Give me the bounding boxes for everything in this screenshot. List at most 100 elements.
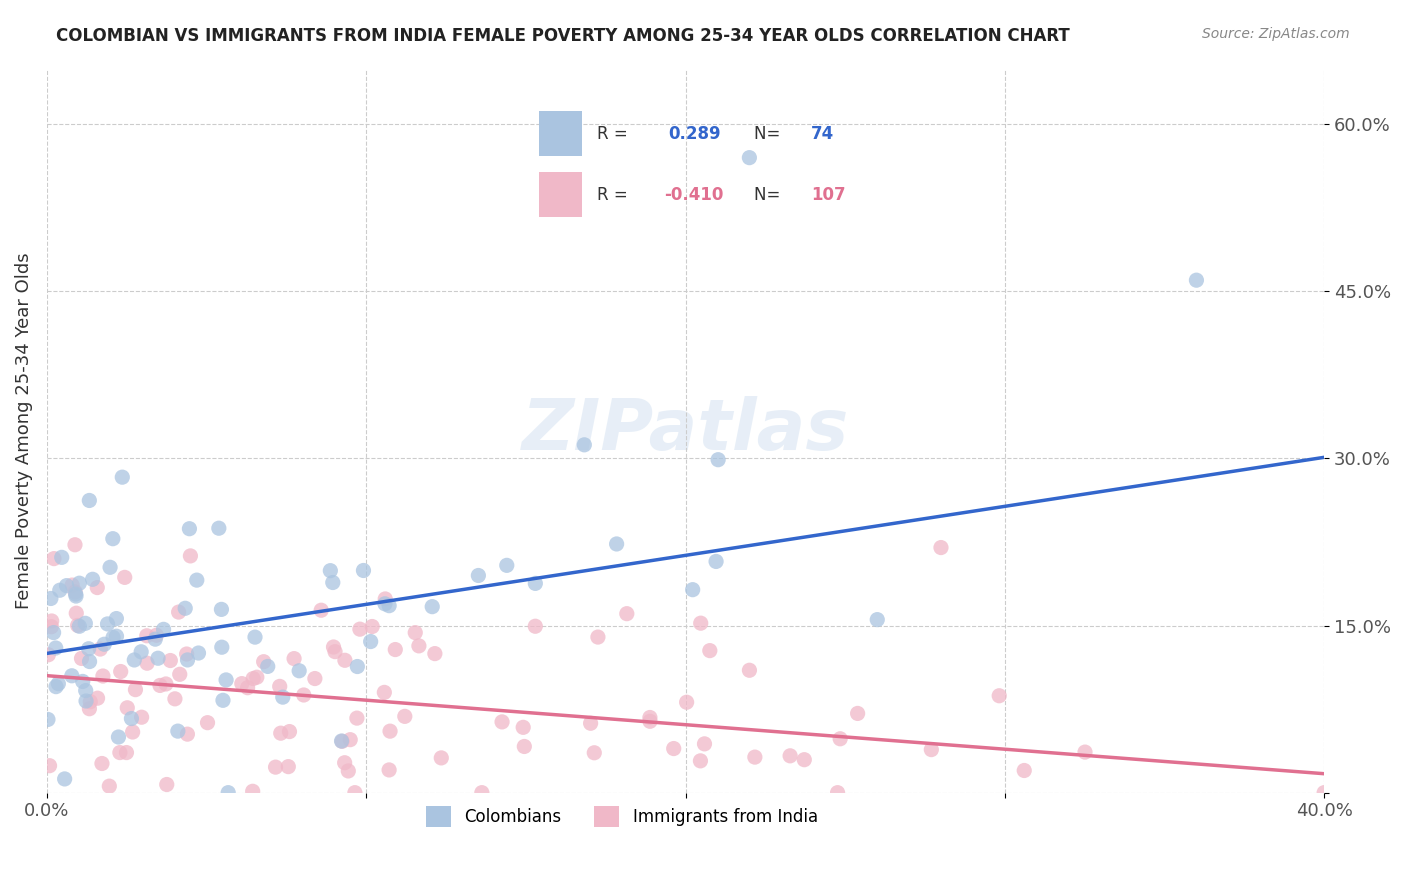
- Immigrants from India: [343, 786, 366, 800]
- Colombians: [374, 597, 396, 611]
- Colombians: [179, 522, 201, 536]
- Colombians: [1185, 273, 1208, 287]
- Immigrants from India: [333, 756, 356, 770]
- Immigrants from India: [638, 710, 661, 724]
- Colombians: [120, 712, 142, 726]
- Immigrants from India: [246, 670, 269, 684]
- Colombians: [75, 694, 97, 708]
- Colombians: [187, 646, 209, 660]
- Colombians: [77, 641, 100, 656]
- Immigrants from India: [374, 591, 396, 606]
- Colombians: [51, 550, 73, 565]
- Colombians: [143, 632, 166, 647]
- Colombians: [75, 683, 97, 698]
- Immigrants from India: [86, 691, 108, 706]
- Immigrants from India: [638, 714, 661, 729]
- Colombians: [330, 734, 353, 748]
- Immigrants from India: [242, 672, 264, 686]
- Colombians: [101, 631, 124, 645]
- Colombians: [256, 659, 278, 673]
- Colombians: [39, 591, 62, 606]
- Colombians: [215, 673, 238, 687]
- Immigrants from India: [423, 647, 446, 661]
- Immigrants from India: [79, 702, 101, 716]
- Immigrants from India: [41, 614, 63, 628]
- Immigrants from India: [404, 625, 426, 640]
- Immigrants from India: [98, 779, 121, 793]
- Immigrants from India: [65, 606, 87, 620]
- Immigrants from India: [79, 695, 101, 709]
- Colombians: [107, 730, 129, 744]
- Immigrants from India: [846, 706, 869, 721]
- Colombians: [111, 470, 134, 484]
- Immigrants from India: [512, 720, 534, 734]
- Colombians: [467, 568, 489, 582]
- Immigrants from India: [738, 663, 761, 677]
- Colombians: [101, 532, 124, 546]
- Colombians: [79, 493, 101, 508]
- Immigrants from India: [270, 726, 292, 740]
- Immigrants from India: [167, 605, 190, 619]
- Immigrants from India: [283, 651, 305, 665]
- Immigrants from India: [42, 551, 65, 566]
- Immigrants from India: [41, 620, 63, 634]
- Immigrants from India: [179, 549, 201, 563]
- Immigrants from India: [264, 760, 287, 774]
- Colombians: [186, 573, 208, 587]
- Immigrants from India: [693, 737, 716, 751]
- Immigrants from India: [339, 732, 361, 747]
- Colombians: [82, 572, 104, 586]
- Immigrants from India: [513, 739, 536, 754]
- Immigrants from India: [471, 786, 494, 800]
- Colombians: [75, 616, 97, 631]
- Colombians: [495, 558, 517, 573]
- Immigrants from India: [91, 756, 114, 771]
- Colombians: [53, 772, 76, 786]
- Immigrants from India: [145, 628, 167, 642]
- Colombians: [45, 640, 67, 655]
- Immigrants from India: [277, 759, 299, 773]
- Colombians: [42, 625, 65, 640]
- Colombians: [322, 575, 344, 590]
- Immigrants from India: [304, 672, 326, 686]
- Colombians: [738, 151, 761, 165]
- Immigrants from India: [322, 640, 344, 654]
- Colombians: [707, 452, 730, 467]
- Immigrants from India: [278, 724, 301, 739]
- Colombians: [271, 690, 294, 705]
- Immigrants from India: [114, 570, 136, 584]
- Immigrants from India: [491, 714, 513, 729]
- Colombians: [48, 676, 70, 690]
- Immigrants from India: [70, 651, 93, 665]
- Colombians: [319, 564, 342, 578]
- Immigrants from India: [333, 653, 356, 667]
- Immigrants from India: [346, 711, 368, 725]
- Colombians: [211, 640, 233, 655]
- Immigrants from India: [384, 642, 406, 657]
- Colombians: [866, 613, 889, 627]
- Colombians: [67, 576, 90, 591]
- Colombians: [166, 724, 188, 739]
- Colombians: [37, 713, 59, 727]
- Colombians: [65, 587, 87, 601]
- Immigrants from India: [583, 746, 606, 760]
- Immigrants from India: [744, 750, 766, 764]
- Immigrants from India: [63, 538, 86, 552]
- Immigrants from India: [1012, 764, 1035, 778]
- Immigrants from India: [920, 742, 942, 756]
- Colombians: [209, 602, 232, 616]
- Colombians: [124, 653, 146, 667]
- Immigrants from India: [115, 746, 138, 760]
- Colombians: [129, 645, 152, 659]
- Immigrants from India: [337, 764, 360, 778]
- Colombians: [217, 786, 239, 800]
- Immigrants from India: [169, 667, 191, 681]
- Immigrants from India: [586, 630, 609, 644]
- Colombians: [152, 623, 174, 637]
- Immigrants from India: [242, 784, 264, 798]
- Immigrants from India: [91, 669, 114, 683]
- Immigrants from India: [378, 724, 401, 739]
- Immigrants from India: [662, 741, 685, 756]
- Colombians: [49, 583, 72, 598]
- Immigrants from India: [149, 678, 172, 692]
